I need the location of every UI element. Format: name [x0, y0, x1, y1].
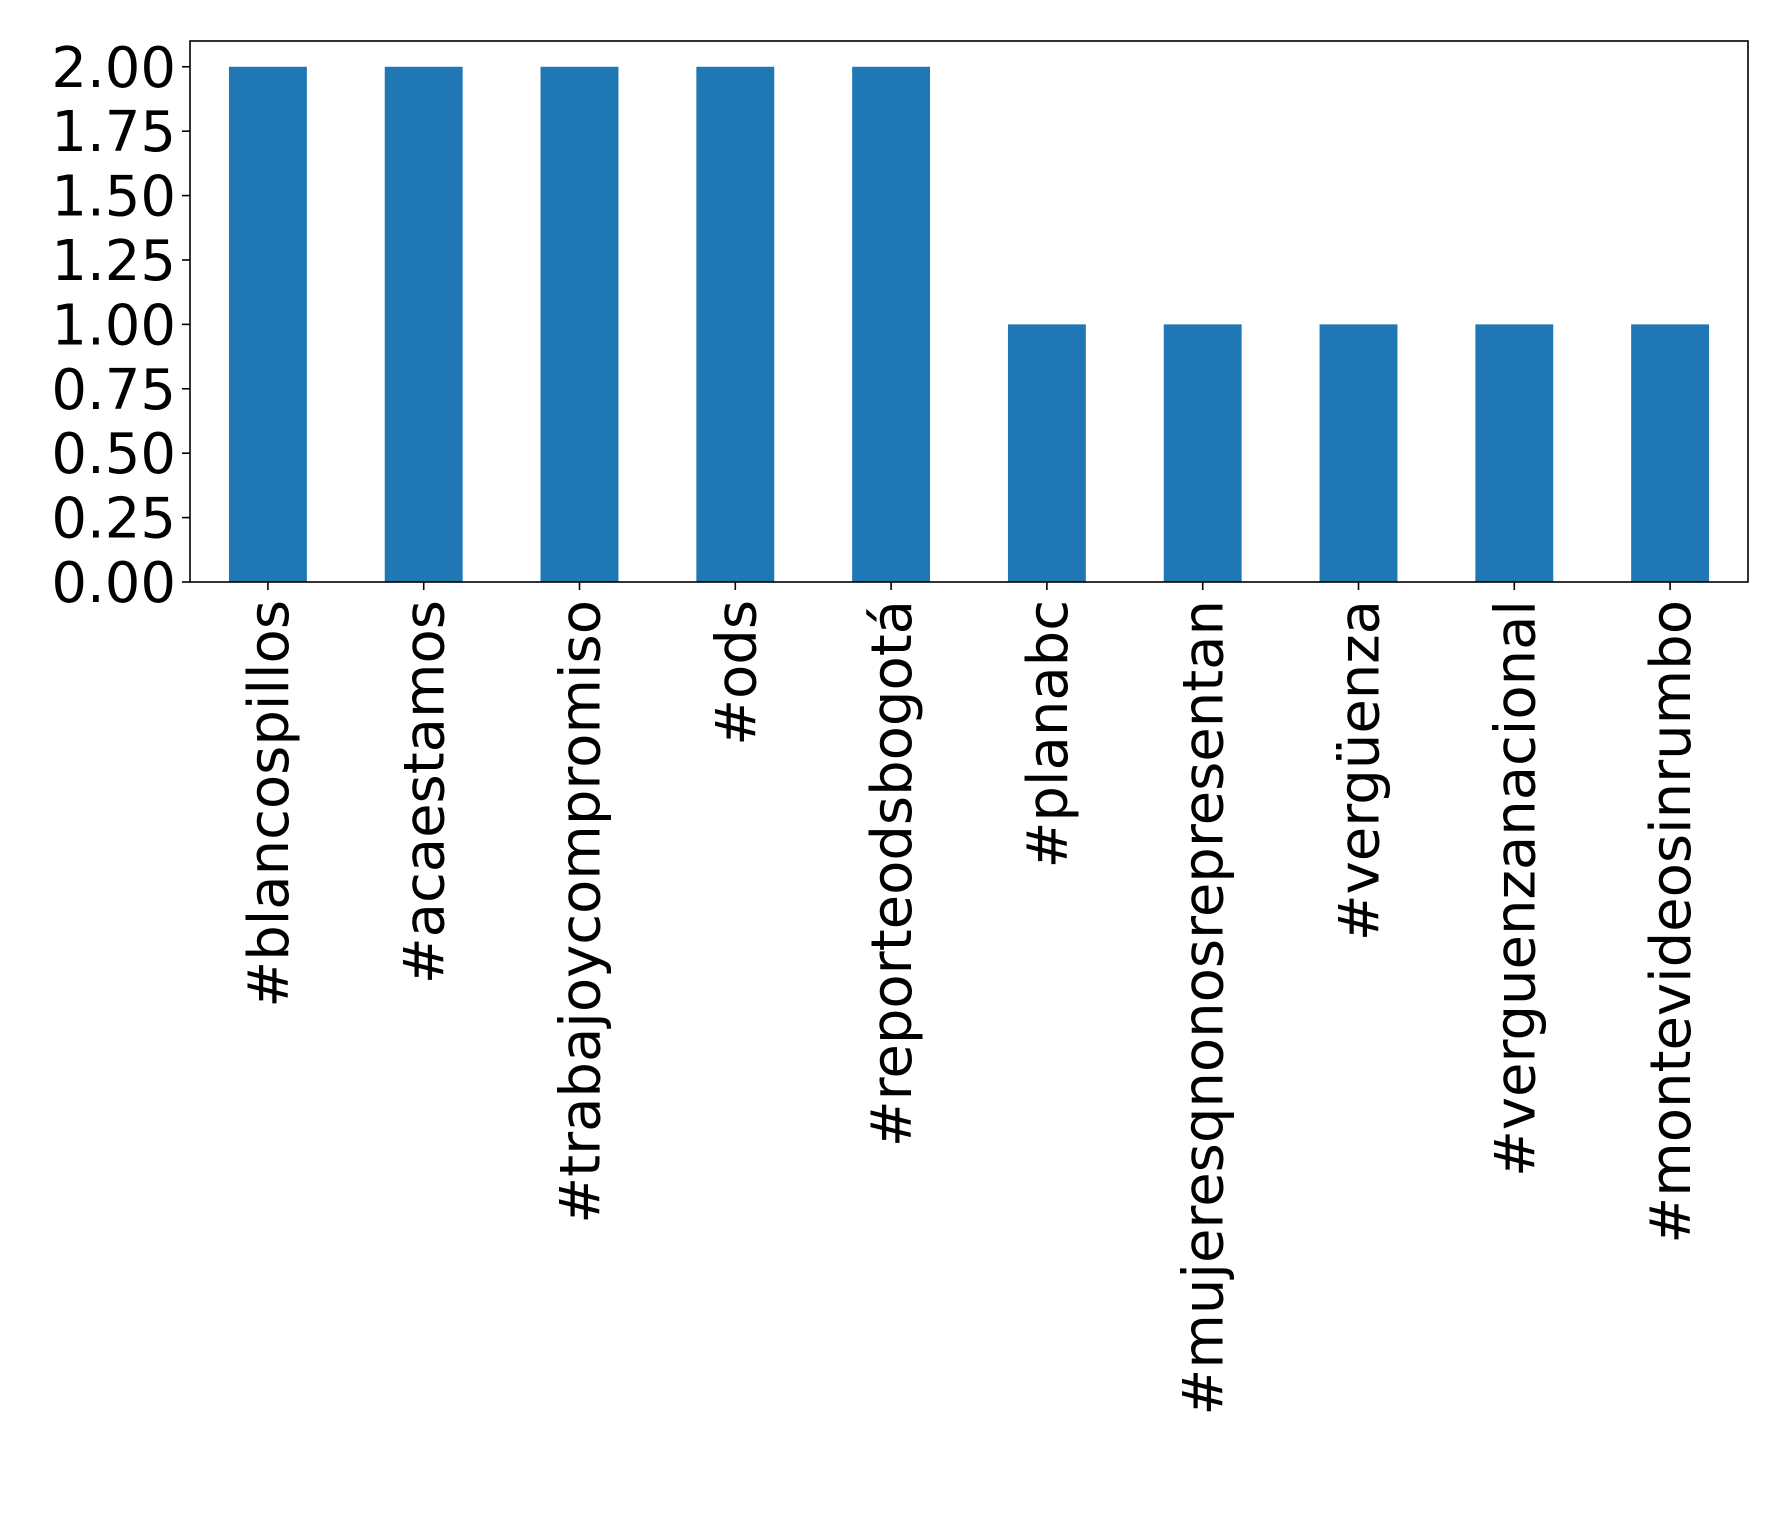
x-tick-label-2: #trabajoycompromiso [549, 600, 614, 1224]
y-axis: 0.000.250.500.751.001.251.501.752.00 [51, 36, 190, 616]
y-tick-label-1: 0.25 [51, 487, 176, 552]
x-tick-label-6: #mujeresqnonosrepresentan [1172, 600, 1237, 1416]
x-tick-label-7: #vergüenza [1328, 600, 1393, 941]
x-tick-label-8: #verguenzanacional [1483, 600, 1548, 1177]
y-tick-label-5: 1.25 [51, 229, 176, 294]
y-tick-label-4: 1.00 [51, 293, 176, 358]
x-tick-label-4: #reporteodsbogotá [860, 600, 925, 1147]
bar-0 [228, 66, 307, 582]
y-tick-label-2: 0.50 [51, 422, 176, 487]
plot-frame [189, 40, 1749, 583]
y-tick-label-8: 2.00 [51, 36, 176, 101]
x-tick-label-3: #ods [704, 600, 769, 746]
x-tick-label-5: #planabc [1016, 600, 1081, 869]
x-axis: #blancospillos #acaestamos #trabajoycompro… [237, 582, 1704, 1416]
bar-5 [1007, 324, 1086, 582]
bar-3 [696, 66, 775, 582]
x-tick-label-1: #acaestamos [393, 600, 458, 984]
bar-6 [1163, 324, 1242, 582]
bars-group [228, 66, 1710, 582]
y-tick-label-7: 1.75 [51, 100, 176, 165]
y-tick-label-6: 1.50 [51, 165, 176, 230]
y-tick-label-0: 0.00 [51, 551, 176, 616]
bar-8 [1475, 324, 1554, 582]
y-tick-label-3: 0.75 [51, 358, 176, 423]
x-tick-label-9: #montevideosinrumbo [1639, 600, 1704, 1244]
bar-7 [1319, 324, 1398, 582]
bar-9 [1631, 324, 1710, 582]
bar-4 [852, 66, 931, 582]
x-tick-label-0: #blancospillos [237, 600, 302, 1008]
bar-2 [540, 66, 619, 582]
bar-1 [384, 66, 463, 582]
